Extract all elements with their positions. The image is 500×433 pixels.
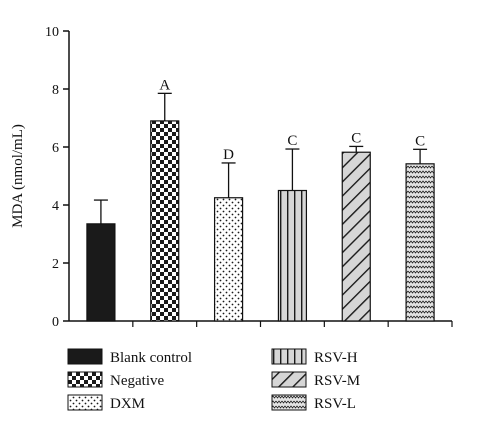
legend-swatch: [271, 348, 307, 365]
significance-label: A: [159, 77, 170, 93]
bar: [86, 223, 116, 322]
bar: [213, 197, 244, 322]
y-tick-label: 10: [45, 25, 59, 40]
legend-swatch: [67, 348, 103, 365]
bar: [277, 189, 308, 322]
legend-label: RSV-L: [314, 396, 356, 412]
bar: [150, 120, 180, 322]
y-axis-label: MDA (nmol/mL): [10, 124, 26, 228]
axes: 0 2 4 6 8 10: [45, 25, 453, 330]
legend-swatch: [271, 394, 307, 411]
legend-label: DXM: [110, 396, 145, 412]
significance-label: C: [287, 133, 297, 149]
y-tick-label: 4: [52, 199, 59, 214]
legend-swatch: [67, 371, 103, 388]
bar: [341, 151, 371, 322]
legend-label: RSV-M: [314, 373, 360, 389]
legend: Blank control Negative DXM RSV-H RSV-M RSV-L: [67, 348, 360, 412]
y-tick-label: 0: [52, 315, 59, 330]
y-tick-label: 6: [52, 141, 59, 156]
legend-swatch: [271, 371, 307, 388]
legend-label: Negative: [110, 373, 164, 389]
bars: A D C C C: [86, 77, 435, 322]
significance-label: D: [223, 147, 234, 163]
y-tick-label: 2: [52, 257, 59, 272]
legend-label: RSV-H: [314, 350, 358, 366]
significance-label: C: [415, 133, 425, 149]
legend-label: Blank control: [110, 350, 192, 366]
y-tick-label: 8: [52, 83, 59, 98]
legend-swatch: [67, 394, 103, 411]
significance-label: C: [351, 130, 361, 146]
bar: [405, 163, 435, 322]
